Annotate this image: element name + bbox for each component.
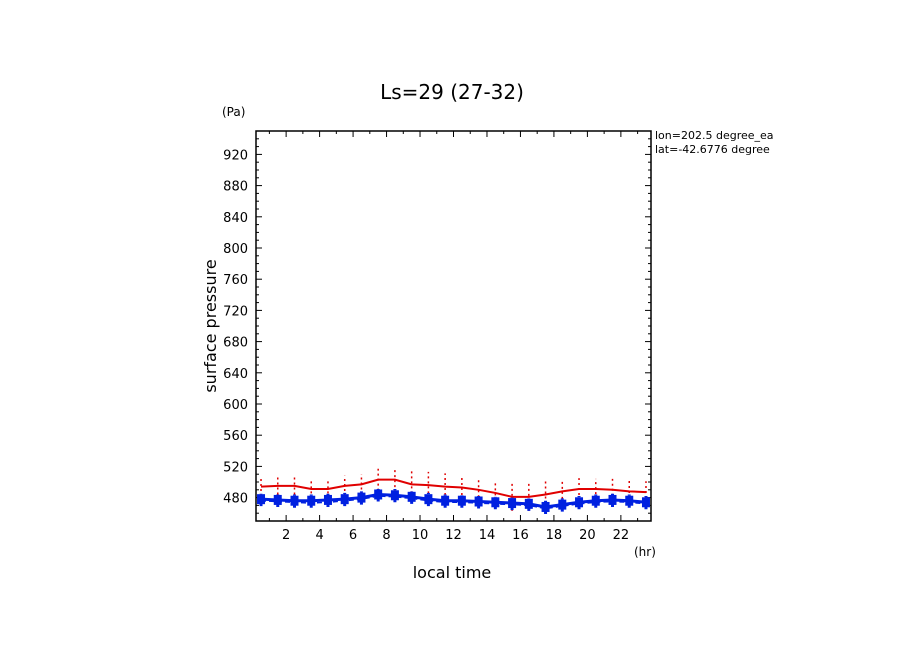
annotation-lat: lat=-42.6776 degree [655,143,770,156]
y-tick-label: 920 [223,148,248,163]
y-tick-label: 760 [223,273,248,288]
y-tick-label: 520 [223,460,248,475]
y-tick-label: 840 [223,211,248,226]
x-tick-label: 14 [479,528,496,543]
series-dashed-line [260,495,647,510]
y-tick-label: 600 [223,398,248,413]
x-tick-label: 4 [315,528,323,543]
y-tick-label: 680 [223,336,248,351]
x-tick-label: 8 [382,528,390,543]
x-unit-label: (hr) [634,545,656,559]
series-line-red [260,478,647,498]
plot-series-group [257,467,650,514]
x-tick-label: 22 [613,528,630,543]
chart-title: Ls=29 (27-32) [380,80,524,104]
y-tick-label: 560 [223,429,248,444]
x-tick-label: 10 [412,528,429,543]
x-tick-labels: 2 4 6 8 10 12 14 16 18 20 22 [282,528,629,543]
series-line-blue [260,492,647,509]
annotation-lon: lon=202.5 degree_ea [655,129,774,142]
x-tick-label: 16 [512,528,529,543]
y-tick-label: 480 [223,492,248,507]
plot-area [257,467,650,514]
y-tick-label: 880 [223,180,248,195]
x-tick-label: 12 [445,528,462,543]
x-tick-label: 2 [282,528,290,543]
y-tick-labels: 480 520 560 600 640 680 720 760 800 840 880 920 [223,148,248,506]
y-tick-label: 800 [223,242,248,257]
y-unit-label: (Pa) [222,105,245,119]
x-tick-label: 20 [579,528,596,543]
x-axis-label: local time [413,563,492,582]
y-tick-label: 720 [223,304,248,319]
y-tick-label: 640 [223,367,248,382]
axis-ticks [256,131,651,521]
y-axis-label: surface pressure [201,259,220,392]
x-tick-label: 6 [349,528,357,543]
plot-frame [255,130,652,522]
x-tick-label: 18 [546,528,563,543]
